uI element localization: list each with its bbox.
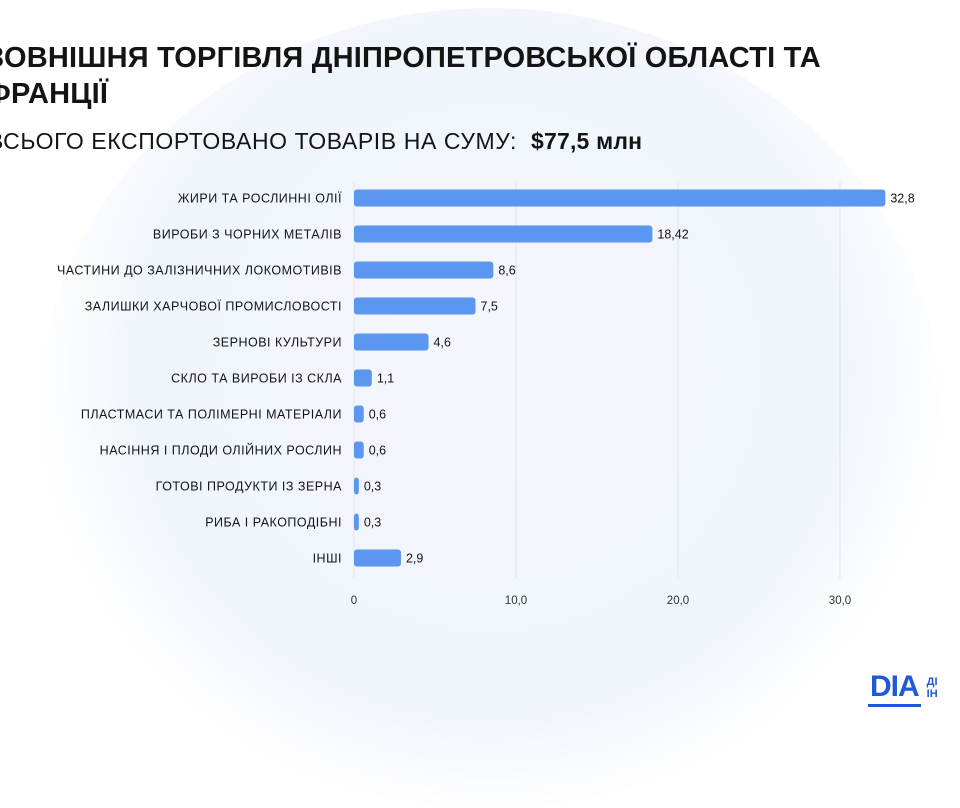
bar <box>354 549 401 567</box>
category-label: ЧАСТИНИ ДО ЗАЛІЗНИЧНИХ ЛОКОМОТИВІВ <box>57 264 342 278</box>
page-title: ЗОВНІШНЯ ТОРГІВЛЯ ДНІПРОПЕТРОВСЬКОЇ ОБЛА… <box>0 42 821 110</box>
category-label: СКЛО ТА ВИРОБИ ІЗ СКЛА <box>171 372 342 386</box>
category-label: ВИРОБИ З ЧОРНИХ МЕТАЛІВ <box>153 228 342 242</box>
bar-value-label: 4,6 <box>434 336 451 350</box>
category-label: ГОТОВІ ПРОДУКТИ ІЗ ЗЕРНА <box>156 480 343 494</box>
category-label: ЖИРИ ТА РОСЛИННІ ОЛІЇ <box>178 192 342 206</box>
export-bar-chart: 0 10,0 20,0 30,0 ЖИРИ ТА РОСЛИННІ ОЛІЇ 32,8 ВИ… <box>57 182 915 607</box>
category-label: ІНШІ <box>313 552 342 566</box>
bar <box>354 261 494 279</box>
dia-logo-line2: ІН <box>926 688 938 700</box>
bar-value-label: 1,1 <box>377 372 394 386</box>
category-label: ЗАЛИШКИ ХАРЧОВОЇ ПРОМИСЛОВОСТІ <box>85 300 342 314</box>
bar <box>354 369 372 387</box>
x-tick-label: 20,0 <box>667 595 689 607</box>
dia-logo: DIA ДІ ІН <box>868 668 938 708</box>
category-label: ЗЕРНОВІ КУЛЬТУРИ <box>213 336 342 350</box>
export-total-label: ВСЬОГО ЕКСПОРТОВАНО ТОВАРІВ НА СУМУ: <box>0 128 517 154</box>
bar-value-label: 0,3 <box>364 480 381 494</box>
bar-value-label: 0,6 <box>369 408 386 422</box>
category-label: РИБА І РАКОПОДІБНІ <box>205 516 342 530</box>
category-label: ПЛАСТМАСИ ТА ПОЛІМЕРНІ МАТЕРІАЛИ <box>81 408 342 422</box>
dia-logo-mark: DIA <box>868 670 921 707</box>
bar-value-label: 0,3 <box>364 516 381 530</box>
bar <box>354 513 359 531</box>
bar <box>354 189 886 207</box>
export-total: ВСЬОГО ЕКСПОРТОВАНО ТОВАРІВ НА СУМУ: $77,… <box>0 126 948 156</box>
background-blob <box>40 8 940 808</box>
bar-value-label: 2,9 <box>406 552 423 566</box>
export-total-value: $77,5 млн <box>530 128 643 154</box>
bar-value-label: 8,6 <box>498 264 515 278</box>
bar <box>354 297 476 315</box>
bar <box>354 441 364 459</box>
dia-logo-line1: ДІ <box>926 676 938 688</box>
bar <box>354 333 429 351</box>
dia-logo-text: ДІ ІН <box>927 676 938 700</box>
bar <box>354 225 653 243</box>
x-tick-label: 30,0 <box>829 595 851 607</box>
bar <box>354 477 359 495</box>
bar <box>354 405 364 423</box>
bar-value-label: 32,8 <box>890 192 914 206</box>
x-tick-label: 0 <box>351 595 357 607</box>
x-tick-label: 10,0 <box>505 595 527 607</box>
bar-value-label: 7,5 <box>481 300 498 314</box>
category-label: НАСІННЯ І ПЛОДИ ОЛІЙНИХ РОСЛИН <box>100 443 342 458</box>
bar-value-label: 18,42 <box>657 228 688 242</box>
bar-value-label: 0,6 <box>369 444 386 458</box>
